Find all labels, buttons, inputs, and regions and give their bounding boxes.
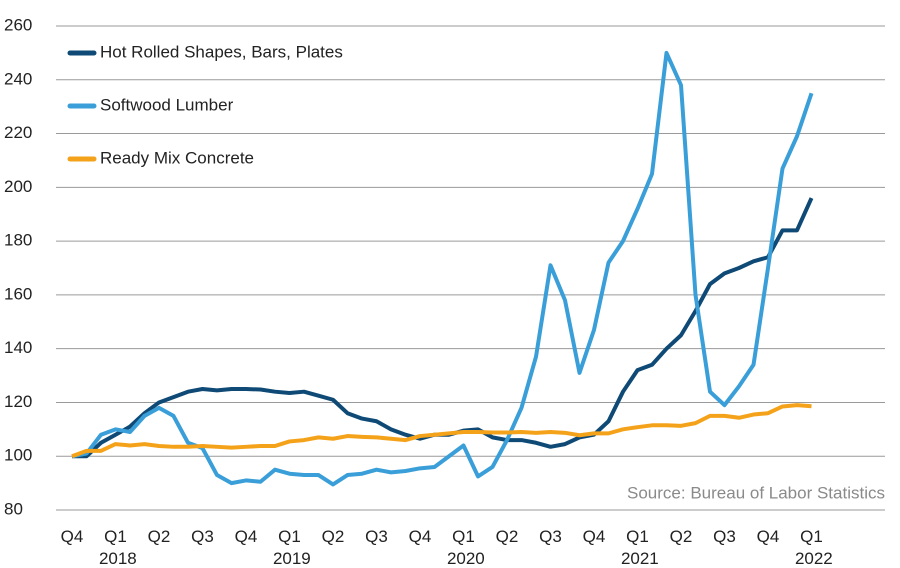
x-tick-label: Q4 [61,527,84,546]
y-tick-label: 120 [4,392,32,411]
y-tick-label: 100 [4,446,32,465]
y-tick-label: 220 [4,123,32,142]
y-tick-label: 240 [4,69,32,88]
legend-label: Softwood Lumber [100,95,234,114]
legend-label: Hot Rolled Shapes, Bars, Plates [100,42,343,61]
x-tick-label: Q1 2020 [442,527,485,568]
y-tick-label: 200 [4,177,32,196]
x-tick-label: Q1 2018 [94,527,137,568]
legend-label: Ready Mix Concrete [100,148,254,167]
y-tick-label: 260 [4,15,32,34]
x-tick-label: Q4 [235,527,258,546]
x-tick-label: Q4 [583,527,606,546]
x-tick-label: Q1 2022 [790,527,833,568]
x-tick-label: Q1 2021 [616,527,659,568]
line-series [71,403,812,459]
y-tick-label: 140 [4,338,32,357]
x-tick-label: Q3 [365,527,388,546]
source-note: Source: Bureau of Labor Statistics [627,483,885,502]
x-tick-label: Q1 2019 [268,527,311,568]
x-tick-label: Q2 [148,527,171,546]
x-tick-label: Q3 [191,527,214,546]
x-tick-label: Q4 [409,527,432,546]
y-tick-label: 160 [4,284,32,303]
x-tick-label: Q2 [496,527,519,546]
x-tick-label: Q2 [322,527,345,546]
x-tick-label: Q3 [713,527,736,546]
x-tick-label: Q3 [539,527,562,546]
y-tick-label: 80 [4,499,23,518]
x-tick-label: Q4 [757,527,780,546]
x-tick-label: Q2 [670,527,693,546]
y-tick-label: 180 [4,231,32,250]
